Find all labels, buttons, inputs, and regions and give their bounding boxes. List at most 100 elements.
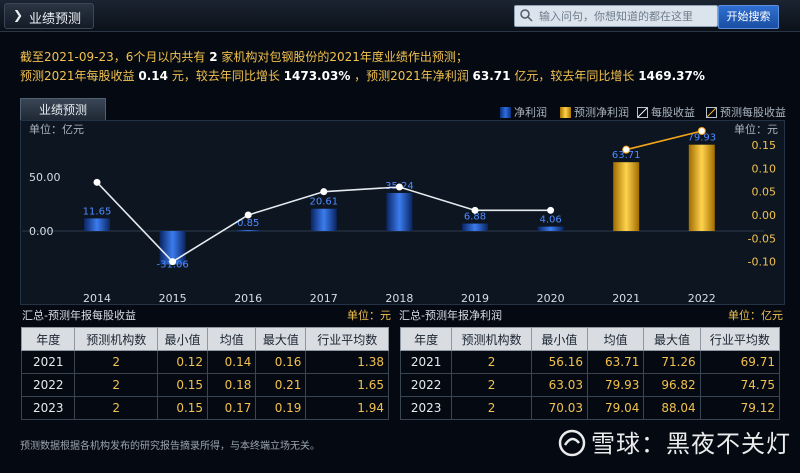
- table-cell: 0.17: [207, 396, 257, 420]
- eps-table-unit: 单位：元: [347, 309, 391, 322]
- legend-swatch: [637, 107, 648, 118]
- table-cell: 2021: [399, 350, 453, 374]
- table-cell: 2023: [20, 396, 76, 420]
- column-header: 行业平均数: [305, 327, 389, 351]
- table-row: 2023 2 0.15 0.17 0.19 1.94: [20, 396, 389, 420]
- legend-label: 每股收益: [651, 106, 695, 119]
- legend-label: 净利润: [514, 106, 547, 119]
- eps-growth-value: 1473.03%: [283, 69, 351, 83]
- search-box[interactable]: [514, 5, 718, 27]
- net-profit-table-unit: 单位：亿元: [728, 309, 783, 322]
- table-cell: 0.12: [156, 350, 209, 374]
- legend-forecast-eps[interactable]: 预测每股收益: [706, 104, 786, 120]
- summary-text: 预测2021年每股收益: [20, 69, 135, 83]
- table-header-row: 年度 预测机构数 最小值 均值 最大值 行业平均数: [20, 327, 389, 351]
- summary-text: 截至2021-09-23，6个月以内共有: [20, 50, 206, 64]
- search-input[interactable]: [537, 7, 717, 26]
- legend-swatch: [560, 107, 571, 118]
- table-cell: 74.75: [699, 373, 781, 397]
- snowball-logo-icon: [558, 429, 586, 457]
- search-icon: [520, 9, 533, 22]
- table-cell: 0.19: [255, 396, 307, 420]
- summary-line-1: 截至2021-09-23，6个月以内共有 2 家机构对包钢股份的2021年度业绩…: [20, 48, 468, 65]
- table-cell: 0.15: [156, 373, 209, 397]
- eps-forecast-table: 年度 预测机构数 最小值 均值 最大值 行业平均数 2021 2 0.12 0.14 0.16 1.…: [20, 327, 389, 420]
- table-cell: 63.03: [530, 373, 589, 397]
- legend-eps[interactable]: 每股收益: [637, 104, 695, 120]
- table-cell: 1.38: [305, 350, 389, 374]
- table-cell: 2: [451, 373, 532, 397]
- table-row: 2023 2 70.03 79.04 88.04 79.12: [399, 396, 781, 420]
- section-title-tab[interactable]: ❯ 业绩预测: [4, 3, 94, 29]
- net-profit-forecast-table: 年度 预测机构数 最小值 均值 最大值 行业平均数 2021 2 56.16 63.71 71.2…: [399, 327, 781, 420]
- disclaimer-footnote: 预测数据根据各机构发布的研究报告摘录所得，与本终端立场无关。: [20, 441, 320, 452]
- table-row: 2021 2 0.12 0.14 0.16 1.38: [20, 350, 389, 374]
- summary-text: ，预测2021年净利润: [354, 69, 469, 83]
- net-profit-table-title: 汇总-预测年报净利润: [399, 309, 502, 322]
- search-button[interactable]: 开始搜索: [718, 5, 779, 29]
- table-cell: 63.71: [586, 350, 645, 374]
- table-cell: 71.26: [643, 350, 701, 374]
- table-cell: 2: [74, 396, 158, 420]
- legend-swatch: [706, 107, 717, 118]
- column-header: 年度: [20, 327, 76, 351]
- top-bar: ❯ 业绩预测 开始搜索: [0, 0, 800, 32]
- column-header: 预测机构数: [74, 327, 158, 351]
- table-cell: 79.04: [586, 396, 645, 420]
- column-header: 最大值: [255, 327, 307, 351]
- table-cell: 0.15: [156, 396, 209, 420]
- column-header: 年度: [399, 327, 453, 351]
- column-header: 均值: [586, 327, 645, 351]
- table-cell: 2022: [20, 373, 76, 397]
- table-cell: 2: [74, 350, 158, 374]
- table-cell: 1.94: [305, 396, 389, 420]
- table-cell: 2: [74, 373, 158, 397]
- summary-text: 亿元，较去年同比增长: [514, 69, 635, 83]
- eps-table-title: 汇总-预测年报每股收益: [22, 309, 136, 322]
- column-header: 最大值: [643, 327, 701, 351]
- summary-line-2: 预测2021年每股收益 0.14 元，较去年同比增长 1473.03% ，预测2…: [20, 67, 705, 84]
- table-cell: 2: [451, 396, 532, 420]
- table-cell: 79.12: [699, 396, 781, 420]
- table-cell: 96.82: [643, 373, 701, 397]
- institution-count: 2: [209, 50, 218, 64]
- legend-swatch: [500, 107, 511, 118]
- table-cell: 0.21: [255, 373, 307, 397]
- chart-area: [20, 120, 785, 305]
- forecast-chart-panel: 业绩预测: [20, 97, 785, 305]
- table-row: 2022 2 63.03 79.93 96.82 74.75: [399, 373, 781, 397]
- column-header: 最小值: [530, 327, 589, 351]
- column-header: 最小值: [156, 327, 209, 351]
- table-header-row: 年度 预测机构数 最小值 均值 最大值 行业平均数: [399, 327, 781, 351]
- forecast-eps-value: 0.14: [138, 69, 168, 83]
- tab-forecast[interactable]: 业绩预测: [20, 98, 106, 121]
- table-cell: 2: [451, 350, 532, 374]
- net-profit-growth-value: 1469.37%: [638, 69, 705, 83]
- table-cell: 88.04: [643, 396, 701, 420]
- section-title: 业绩预测: [29, 12, 82, 27]
- table-cell: 79.93: [586, 373, 645, 397]
- column-header: 行业平均数: [699, 327, 781, 351]
- table-cell: 70.03: [530, 396, 589, 420]
- forecast-net-profit-value: 63.71: [472, 69, 511, 83]
- table-row: 2022 2 0.15 0.18 0.21 1.65: [20, 373, 389, 397]
- summary-text: 家机构对包钢股份的2021年度业绩作出预测；: [221, 50, 468, 64]
- column-header: 预测机构数: [451, 327, 532, 351]
- legend-forecast-net-profit[interactable]: 预测净利润: [560, 104, 629, 120]
- legend-net-profit[interactable]: 净利润: [500, 104, 547, 120]
- table-cell: 1.65: [305, 373, 389, 397]
- table-cell: 0.16: [255, 350, 307, 374]
- table-cell: 0.14: [207, 350, 257, 374]
- table-cell: 56.16: [530, 350, 589, 374]
- table-cell: 69.71: [699, 350, 781, 374]
- table-cell: 2021: [20, 350, 76, 374]
- table-cell: 2023: [399, 396, 453, 420]
- table-cell: 2022: [399, 373, 453, 397]
- legend-label: 预测净利润: [574, 106, 629, 119]
- watermark: 雪球：黑夜不关灯: [557, 424, 791, 459]
- chevron-right-icon: ❯: [13, 8, 24, 22]
- legend-label: 预测每股收益: [720, 106, 786, 119]
- table-cell: 0.18: [207, 373, 257, 397]
- watermark-text: 雪球：黑夜不关灯: [591, 430, 791, 458]
- summary-text: 元，较去年同比增长: [171, 69, 280, 83]
